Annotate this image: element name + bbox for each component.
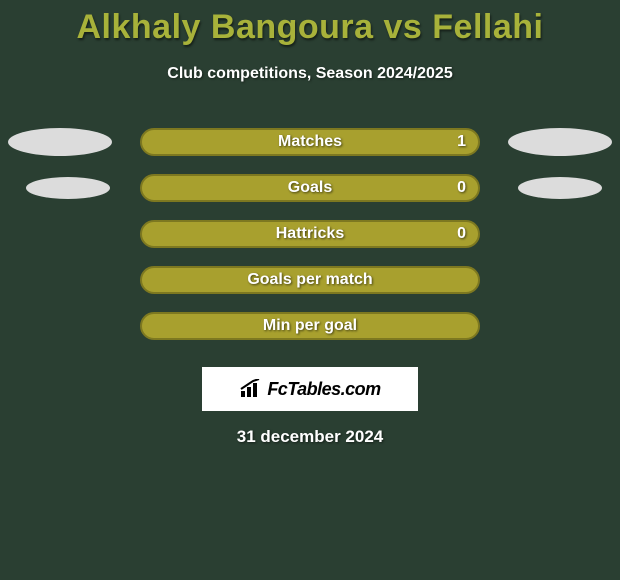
stat-value: 1 bbox=[457, 133, 466, 151]
stat-row: Min per goal bbox=[0, 303, 620, 349]
right-marker-ellipse bbox=[518, 177, 602, 199]
stat-bar: Goals per match bbox=[140, 266, 480, 294]
stat-label: Goals per match bbox=[247, 271, 372, 289]
footer-date: 31 december 2024 bbox=[0, 427, 620, 447]
stat-row: Matches 1 bbox=[0, 119, 620, 165]
left-marker-ellipse bbox=[8, 128, 112, 156]
stat-label: Goals bbox=[288, 179, 332, 197]
stat-value: 0 bbox=[457, 225, 466, 243]
source-badge: FcTables.com bbox=[202, 367, 418, 411]
stat-label: Min per goal bbox=[263, 317, 357, 335]
stat-bar: Matches 1 bbox=[140, 128, 480, 156]
stat-row: Goals 0 bbox=[0, 165, 620, 211]
stats-list: Matches 1 Goals 0 Hattricks 0 Goals per … bbox=[0, 119, 620, 349]
bar-chart-icon bbox=[239, 379, 263, 399]
comparison-subtitle: Club competitions, Season 2024/2025 bbox=[0, 65, 620, 83]
right-marker-ellipse bbox=[508, 128, 612, 156]
comparison-title: Alkhaly Bangoura vs Fellahi bbox=[0, 0, 620, 47]
left-marker-ellipse bbox=[26, 177, 110, 199]
stat-bar: Min per goal bbox=[140, 312, 480, 340]
stat-row: Hattricks 0 bbox=[0, 211, 620, 257]
stat-row: Goals per match bbox=[0, 257, 620, 303]
source-badge-inner: FcTables.com bbox=[239, 379, 380, 400]
stat-value: 0 bbox=[457, 179, 466, 197]
stat-label: Matches bbox=[278, 133, 342, 151]
source-badge-text: FcTables.com bbox=[267, 379, 380, 400]
stat-bar: Hattricks 0 bbox=[140, 220, 480, 248]
stat-bar: Goals 0 bbox=[140, 174, 480, 202]
stat-label: Hattricks bbox=[276, 225, 344, 243]
